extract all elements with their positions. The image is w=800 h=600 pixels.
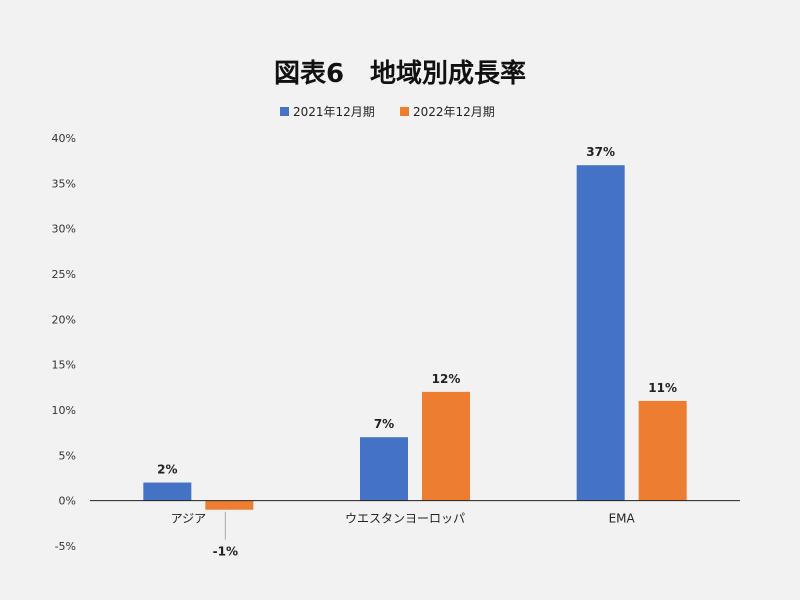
y-tick-label: -5% [55,540,76,553]
y-tick-label: 25% [52,268,76,281]
bar-1-1 [143,482,192,501]
legend-swatch [400,107,409,116]
y-tick-label: 30% [52,223,76,236]
x-axis-categories: アジア ウエスタンヨーロッパ EMA [171,512,636,526]
legend-label: 2022年12月期 [413,105,495,119]
y-tick-label: 15% [52,359,76,372]
bar-2-1 [205,500,254,510]
data-label: 11% [648,381,677,395]
category-label: ウエスタンヨーロッパ [345,512,465,526]
y-tick-label: 35% [52,177,76,190]
bar-2-2 [422,391,470,501]
bar-1-3 [576,165,625,501]
data-label: 37% [586,145,615,159]
y-tick-label: 0% [59,495,76,508]
bar-1-2 [360,437,408,501]
bars [143,165,687,510]
category-label: アジア [171,512,207,526]
chart-title: 図表6 地域別成長率 [274,58,526,89]
data-label: 2% [157,463,177,477]
data-label: 12% [432,372,461,386]
data-label: -1% [213,545,238,559]
legend: 2021年12月期 2022年12月期 [280,105,495,119]
legend-label: 2021年12月期 [293,105,375,119]
legend-swatch [280,107,289,116]
y-tick-label: 10% [52,404,76,417]
y-tick-label: 5% [59,449,76,462]
data-label: 7% [374,417,394,431]
y-tick-label: 20% [52,313,76,326]
data-labels: 2% -1% 7% 12% 37% 11% [157,145,677,559]
bar-2-3 [638,400,687,501]
y-tick-label: 40% [52,132,76,145]
category-label: EMA [609,512,636,526]
y-axis: 40% 35% 30% 25% 20% 15% 10% 5% 0% -5% [52,132,76,553]
